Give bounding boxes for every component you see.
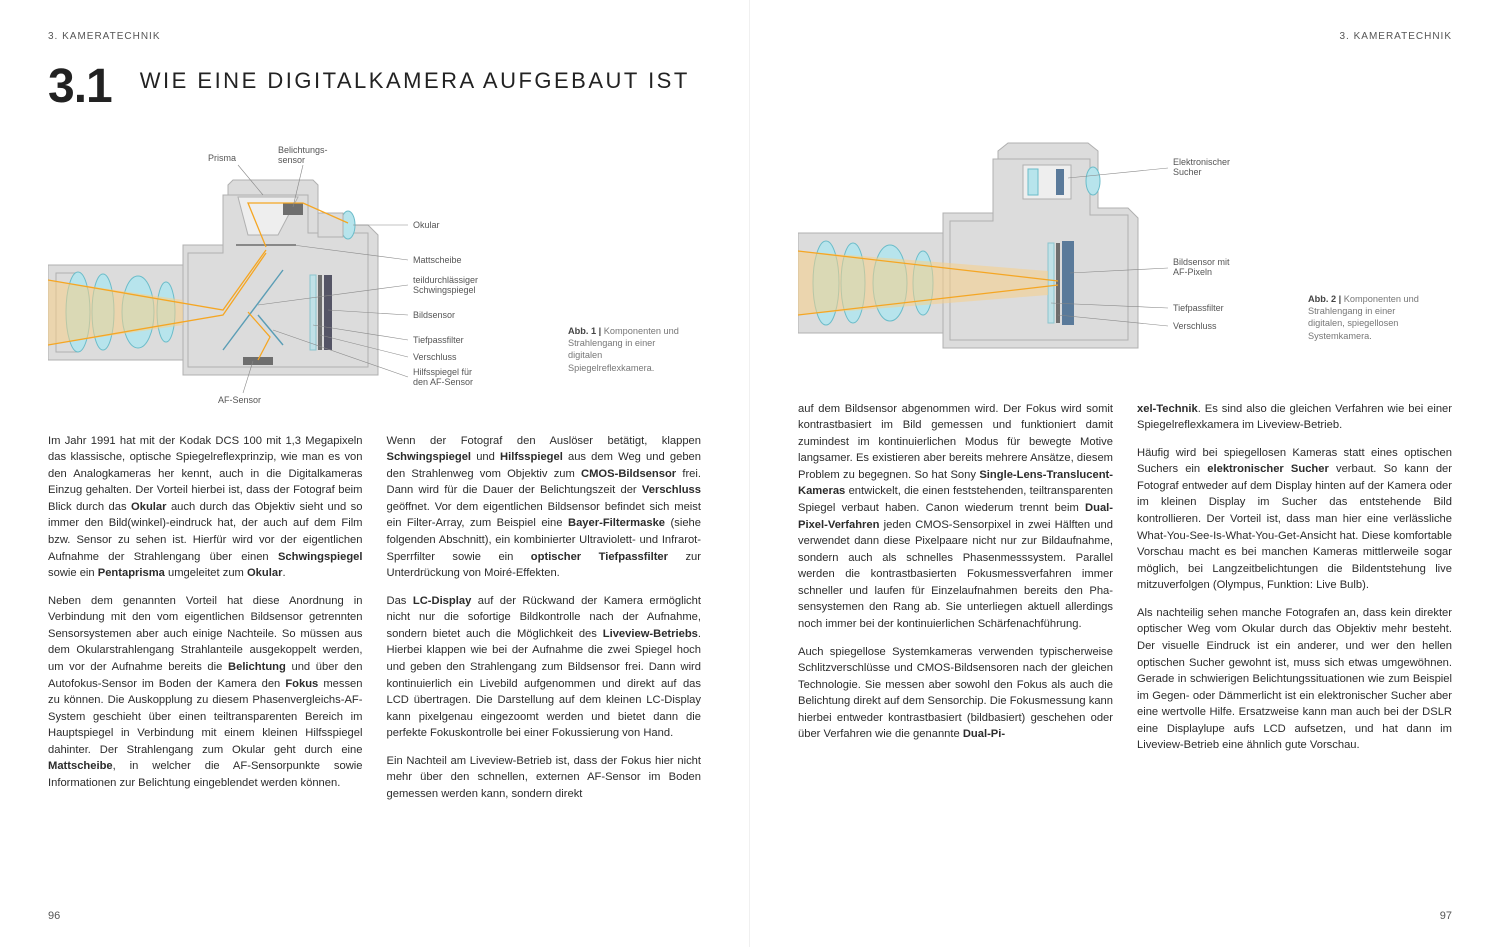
section-header: 3.1 WIE EINE DIGITALKAMERA AUFGEBAUT IST [48,63,701,111]
left-col2: Wenn der Fotograf den Auslöser betätigt,… [387,433,702,918]
para: xel-Technik. Es sind also die gleichen V… [1137,401,1452,434]
para: auf dem Bildsensor abgenommen wird. Der … [798,401,1113,633]
page-number-left: 96 [48,909,60,925]
label-verschluss2: Verschluss [1173,321,1217,331]
para: Im Jahr 1991 hat mit der Kodak DCS 100 m… [48,433,363,582]
para: Auch spiegellose Systemkameras verwenden… [798,644,1113,743]
figure-2-caption: Abb. 2 | Komponenten und Strahlengang in… [1308,93,1428,343]
body-columns-left: Im Jahr 1991 hat mit der Kodak DCS 100 m… [48,433,701,918]
body-columns-right: auf dem Bildsensor abgenommen wird. Der … [798,401,1452,918]
label-tiefpass: Tiefpassfilter [413,335,464,345]
label-hilfs: Hilfsspiegel fürden AF-Sensor [413,367,473,387]
para: Neben dem genannten Vorteil hat diese An… [48,593,363,792]
section-number: 3.1 [48,63,112,111]
running-head-right: 3. KAMERATECHNIK [798,30,1452,45]
para: Das LC-Display auf der Rückwand der Kame… [387,593,702,742]
label-tiefpass2: Tiefpassfilter [1173,303,1224,313]
para: Ein Nachteil am Liveview-Betrieb ist, da… [387,753,702,803]
label-sensor: Bildsensor mitAF-Pixeln [1173,257,1230,277]
right-col2: xel-Technik. Es sind also die gleichen V… [1137,401,1452,918]
mirrorless-diagram: ElektronischerSucher Bildsensor mitAF-Pi… [798,93,1298,383]
page-number-right: 97 [1440,909,1452,925]
label-belichtung: Belichtungs-sensor [278,145,328,165]
label-mattscheibe: Mattscheibe [413,255,462,265]
para: Wenn der Fotograf den Auslöser betätigt,… [387,433,702,582]
right-col1: auf dem Bildsensor abgenommen wird. Der … [798,401,1113,918]
page-left: 3. KAMERATECHNIK 3.1 WIE EINE DIGITALKAM… [0,0,750,947]
para: Häufig wird bei spiegel­losen Kameras st… [1137,445,1452,594]
section-title: WIE EINE DIGITALKAMERA AUFGEBAUT IST [140,63,690,95]
label-okular: Okular [413,220,440,230]
page-right: 3. KAMERATECHNIK [750,0,1500,947]
figure-1-caption: Abb. 1 | Komponenten und Strahlengang in… [568,125,688,375]
left-col1: Im Jahr 1991 hat mit der Kodak DCS 100 m… [48,433,363,918]
label-evf: ElektronischerSucher [1173,157,1230,177]
figure-1: Prisma Belichtungs-sensor Okular Mattsch… [48,125,701,415]
label-schwing: teildurchlässigerSchwingspiegel [413,275,478,295]
label-prisma: Prisma [208,153,236,163]
figure-2: ElektronischerSucher Bildsensor mitAF-Pi… [798,93,1452,383]
label-bildsensor: Bildsensor [413,310,455,320]
running-head-left: 3. KAMERATECHNIK [48,30,701,45]
para: Als nachteilig sehen manche Fotografen a… [1137,605,1452,754]
dslr-diagram: Prisma Belichtungs-sensor Okular Mattsch… [48,125,558,415]
label-afsensor: AF-Sensor [218,395,261,405]
label-verschluss: Verschluss [413,352,457,362]
